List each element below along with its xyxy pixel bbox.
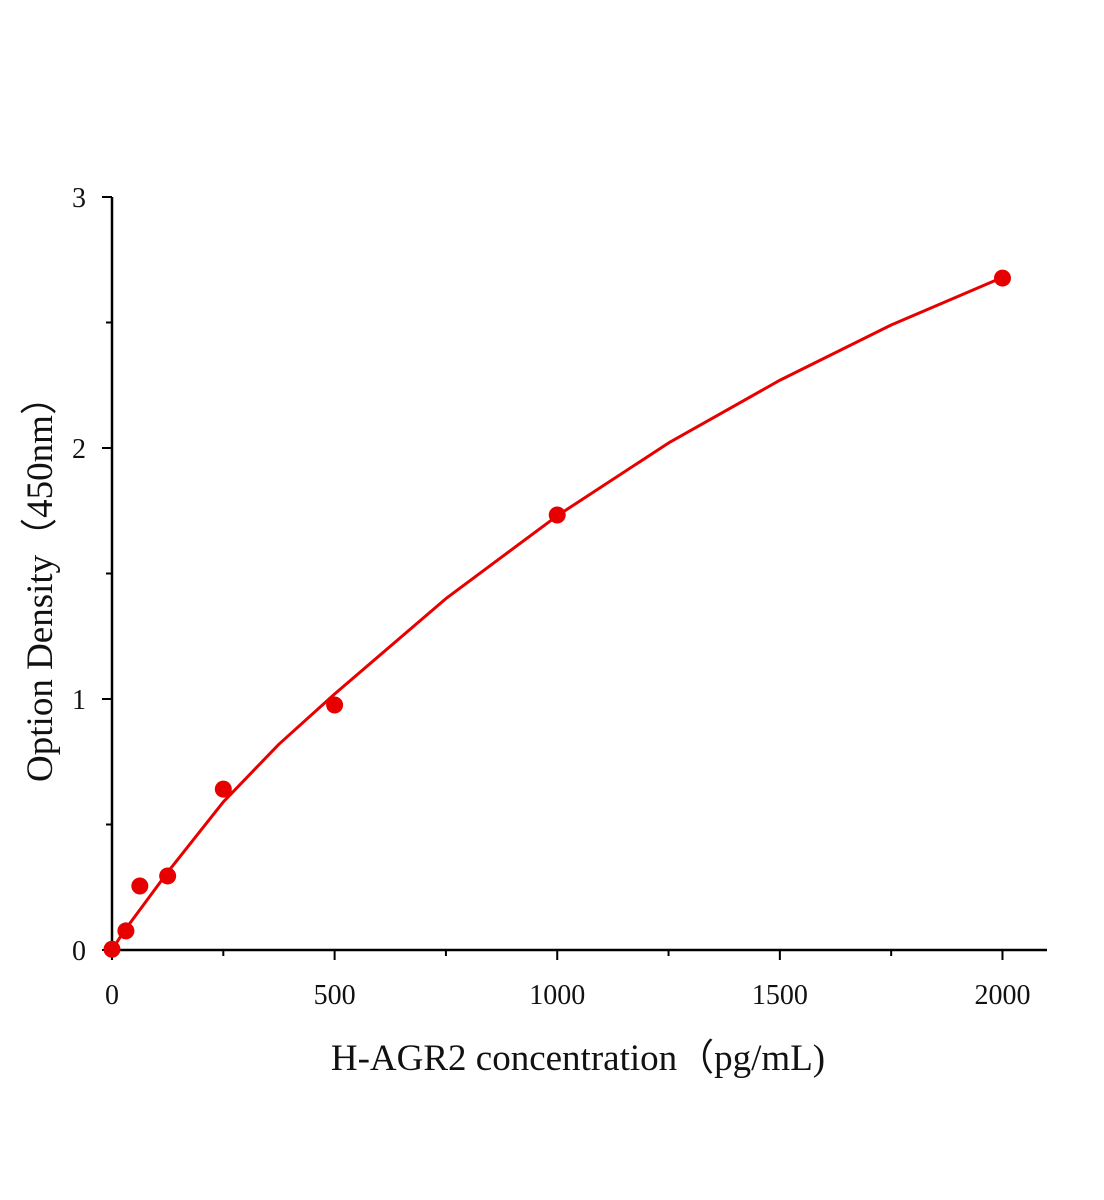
data-point	[993, 269, 1011, 287]
x-tick-label: 1000	[529, 980, 585, 1011]
data-point	[159, 867, 177, 885]
x-tick-label: 500	[314, 980, 356, 1011]
y-tick-label: 0	[72, 936, 86, 967]
data-point	[103, 940, 121, 958]
fit-curve	[110, 275, 1004, 951]
x-tick-label: 0	[105, 980, 119, 1011]
x-axis-label: H-AGR2 concentration（pg/mL)	[331, 1038, 825, 1079]
y-tick-label: 3	[72, 183, 86, 214]
y-tick-label: 2	[72, 434, 86, 465]
data-point	[548, 506, 566, 524]
x-tick-label: 2000	[974, 980, 1030, 1011]
y-axis-label: Option Density（450nm）	[20, 378, 61, 782]
y-tick-label: 1	[72, 685, 86, 716]
data-point	[326, 696, 344, 714]
data-point	[131, 877, 149, 895]
x-tick-label: 1500	[752, 980, 808, 1011]
data-point	[117, 922, 135, 940]
data-point	[214, 780, 232, 798]
